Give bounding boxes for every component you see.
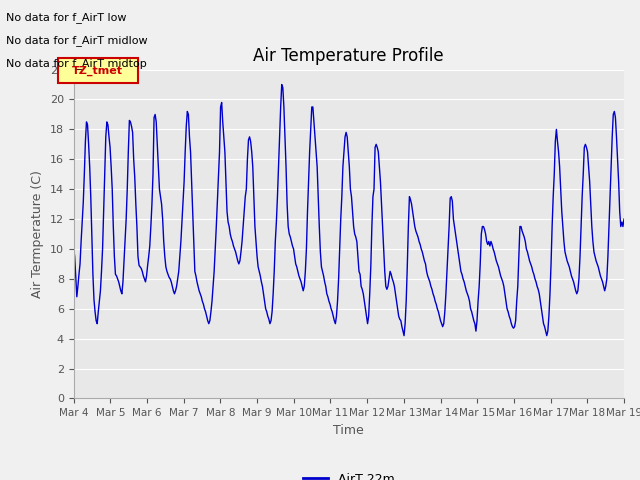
AirT 22m: [620, 216, 628, 222]
AirT 22m: [267, 318, 275, 324]
Text: No data for f_AirT midtop: No data for f_AirT midtop: [6, 58, 147, 69]
Text: No data for f_AirT low: No data for f_AirT low: [6, 12, 127, 23]
AirT 22m: [420, 253, 428, 259]
Title: Air Temperature Profile: Air Temperature Profile: [253, 47, 444, 65]
AirT 22m: [70, 245, 77, 251]
AirT 22m: [278, 82, 285, 87]
AirT 22m: [431, 299, 439, 304]
Text: No data for f_AirT midlow: No data for f_AirT midlow: [6, 35, 148, 46]
AirT 22m: [156, 186, 163, 192]
X-axis label: Time: Time: [333, 424, 364, 437]
AirT 22m: [131, 174, 139, 180]
AirT 22m: [184, 111, 192, 117]
Line: AirT 22m: AirT 22m: [74, 84, 624, 336]
AirT 22m: [400, 333, 408, 338]
Y-axis label: Air Termperature (C): Air Termperature (C): [31, 170, 44, 298]
Legend: AirT 22m: AirT 22m: [298, 468, 399, 480]
Text: TZ_tmet: TZ_tmet: [72, 65, 123, 76]
